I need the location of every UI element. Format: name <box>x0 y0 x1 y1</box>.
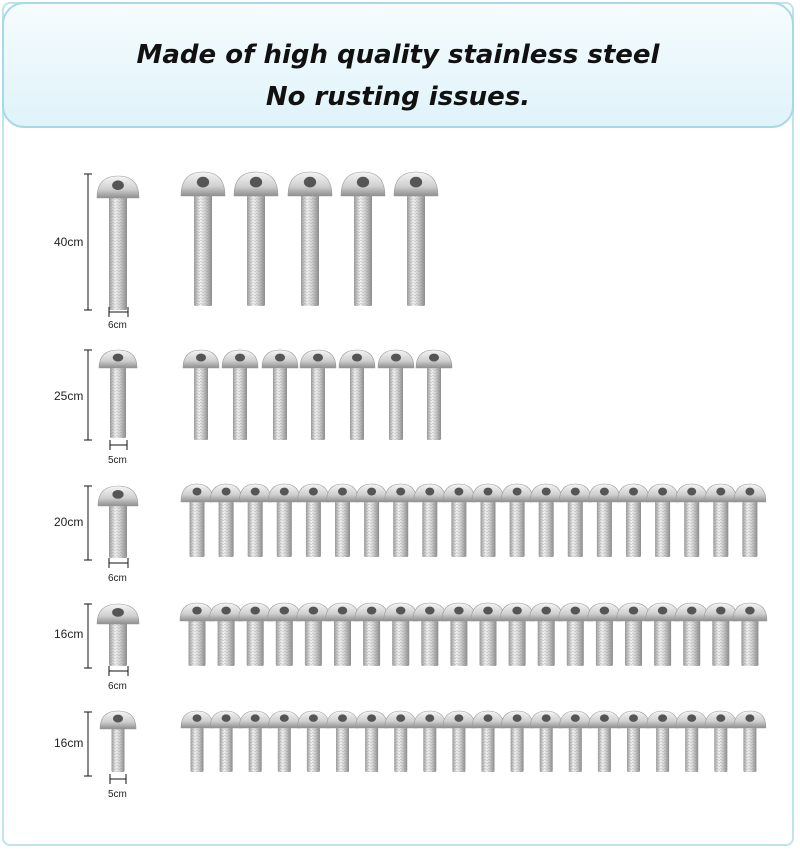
screw-20cm-10 <box>442 483 476 557</box>
screw-16cm-6-20 <box>732 602 768 666</box>
screw-16cm-5-7 <box>355 710 388 772</box>
screw-16cm-6-2 <box>208 602 244 666</box>
screw-40cm-3 <box>287 171 333 306</box>
row-4-diameter-label: 6cm <box>108 681 127 692</box>
banner-line-2: No rusting issues. <box>265 82 531 112</box>
screw-25cm-2 <box>221 349 259 440</box>
screw-16cm-5-14 <box>558 710 592 772</box>
screw-16cm-5-13 <box>529 710 563 772</box>
screw-16cm-5-18 <box>675 710 709 772</box>
screw-16cm-5-20 <box>733 710 767 772</box>
screw-20cm-12 <box>500 483 534 557</box>
row-5-diameter-label: 5cm <box>108 789 127 800</box>
row-5-length-label: 16cm <box>54 736 84 750</box>
screw-20cm-7 <box>355 483 388 557</box>
screw-20cm-9 <box>413 483 447 557</box>
reference-screw-40cm <box>96 175 140 310</box>
screw-20cm-14 <box>558 483 592 557</box>
screw-16cm-5-8 <box>384 710 418 772</box>
screw-16cm-6-10 <box>441 602 477 666</box>
screw-20cm-16 <box>617 483 650 557</box>
screw-16cm-6-16 <box>616 602 651 666</box>
screw-16cm-5-6 <box>326 710 359 772</box>
screw-25cm-7 <box>415 349 453 440</box>
row-2-length-label: 25cm <box>54 389 84 403</box>
screw-16cm-5-5 <box>297 710 330 772</box>
screw-16cm-6-1 <box>179 602 215 666</box>
screw-16cm-5-17 <box>646 710 679 772</box>
dimension-16cm-6 <box>84 603 129 676</box>
row-2-diameter-label: 5cm <box>108 455 127 466</box>
row-1-diameter-label: 6cm <box>108 320 127 331</box>
screw-16cm-6-4 <box>266 602 302 666</box>
screw-20cm-3 <box>238 483 272 557</box>
screw-16cm-5-19 <box>704 710 738 772</box>
screw-16cm-6-11 <box>470 602 506 666</box>
screw-16cm-6-12 <box>499 602 535 666</box>
screw-40cm-2 <box>233 171 279 306</box>
screw-20cm-1 <box>180 483 214 557</box>
screw-20cm-5 <box>297 483 330 557</box>
screw-16cm-5-1 <box>180 710 214 772</box>
screw-16cm-5-4 <box>267 710 301 772</box>
screw-16cm-6-9 <box>412 602 448 666</box>
banner-line-1: Made of high quality stainless steel <box>136 40 660 70</box>
screw-16cm-5-11 <box>471 710 505 772</box>
screw-16cm-6-17 <box>645 602 680 666</box>
screw-16cm-6-13 <box>528 602 564 666</box>
dimension-40cm <box>84 173 129 317</box>
dimension-25cm <box>84 349 128 450</box>
screw-16cm-6-6 <box>325 602 360 666</box>
screw-16cm-6-5 <box>296 602 331 666</box>
screw-20cm-2 <box>209 483 243 557</box>
screw-16cm-5-15 <box>588 710 621 772</box>
reference-screw-16cm-5 <box>99 710 137 772</box>
screw-16cm-6-14 <box>557 602 593 666</box>
screw-16cm-6-7 <box>354 602 389 666</box>
screw-16cm-5-3 <box>238 710 272 772</box>
header-banner: Made of high quality stainless steel No … <box>2 2 794 128</box>
row-3-diameter-label: 6cm <box>108 573 127 584</box>
screw-20cm-8 <box>384 483 418 557</box>
row-1-length-label: 40cm <box>54 235 84 249</box>
screw-16cm-6-3 <box>237 602 273 666</box>
screw-20cm-11 <box>471 483 505 557</box>
reference-screw-25cm <box>98 349 138 438</box>
screw-16cm-6-8 <box>383 602 419 666</box>
screw-16cm-6-19 <box>703 602 739 666</box>
screw-16cm-5-9 <box>413 710 447 772</box>
dimension-16cm-5 <box>84 711 127 784</box>
dimension-20cm <box>84 485 129 568</box>
screw-20cm-19 <box>704 483 738 557</box>
screw-16cm-5-10 <box>442 710 476 772</box>
screw-40cm-5 <box>393 171 439 306</box>
screw-25cm-5 <box>338 349 376 440</box>
screw-25cm-4 <box>299 349 337 440</box>
screw-20cm-20 <box>733 483 767 557</box>
screw-16cm-6-18 <box>674 602 710 666</box>
screw-16cm-5-12 <box>500 710 534 772</box>
reference-screw-20cm <box>97 485 139 558</box>
screw-25cm-3 <box>261 349 299 440</box>
screw-25cm-1 <box>182 349 220 440</box>
screw-20cm-13 <box>529 483 563 557</box>
reference-screw-16cm-6 <box>96 603 140 666</box>
screw-20cm-15 <box>588 483 621 557</box>
screw-40cm-4 <box>340 171 386 306</box>
screw-20cm-18 <box>675 483 709 557</box>
screw-20cm-4 <box>267 483 301 557</box>
row-4-length-label: 16cm <box>54 627 84 641</box>
screw-16cm-5-2 <box>209 710 243 772</box>
screw-16cm-6-15 <box>587 602 622 666</box>
row-3-length-label: 20cm <box>54 515 84 529</box>
screw-25cm-6 <box>377 349 415 440</box>
screw-20cm-6 <box>326 483 359 557</box>
screw-40cm-1 <box>180 171 226 306</box>
screw-16cm-5-16 <box>617 710 650 772</box>
screw-20cm-17 <box>646 483 679 557</box>
